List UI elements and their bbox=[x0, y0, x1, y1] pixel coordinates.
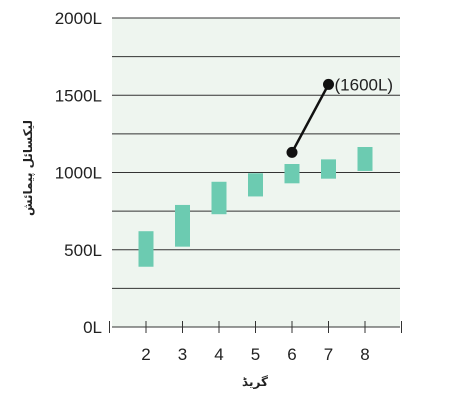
x-tick-label: 7 bbox=[324, 345, 333, 364]
x-axis-title: گریڈ bbox=[242, 375, 268, 389]
x-tick-label: 6 bbox=[287, 345, 296, 364]
highlight-line: (1600L) bbox=[286, 75, 394, 158]
range-bars bbox=[138, 147, 373, 267]
y-tick-label: 2000L bbox=[55, 9, 102, 28]
range-bar bbox=[357, 147, 373, 171]
x-tick-label: 2 bbox=[141, 345, 150, 364]
y-tick-label: 1500L bbox=[55, 86, 102, 105]
y-axis: 0L 500L 1000L 1500L 2000L bbox=[55, 9, 102, 337]
y-tick-label: 1000L bbox=[55, 164, 102, 183]
range-bar bbox=[248, 173, 263, 197]
highlight-point bbox=[323, 78, 334, 90]
x-tick-label: 4 bbox=[214, 345, 223, 364]
range-bar bbox=[211, 181, 227, 215]
range-bar bbox=[321, 159, 336, 179]
x-tick-label: 8 bbox=[360, 345, 369, 364]
range-bar bbox=[284, 164, 300, 184]
x-axis: 2 3 4 5 6 7 8 bbox=[109, 321, 402, 364]
x-tick-label: 3 bbox=[178, 345, 187, 364]
highlight-annotation: (1600L) bbox=[335, 75, 394, 94]
y-tick-label: 0L bbox=[83, 318, 102, 337]
range-bar bbox=[138, 231, 154, 267]
range-bar bbox=[175, 204, 190, 247]
gridlines bbox=[112, 17, 400, 289]
highlight-segment bbox=[290, 83, 330, 154]
y-axis-title: لیکسائل پیمائش bbox=[21, 120, 35, 216]
y-tick-label: 500L bbox=[64, 241, 102, 260]
x-tick-label: 5 bbox=[251, 345, 260, 364]
highlight-point bbox=[286, 146, 298, 158]
